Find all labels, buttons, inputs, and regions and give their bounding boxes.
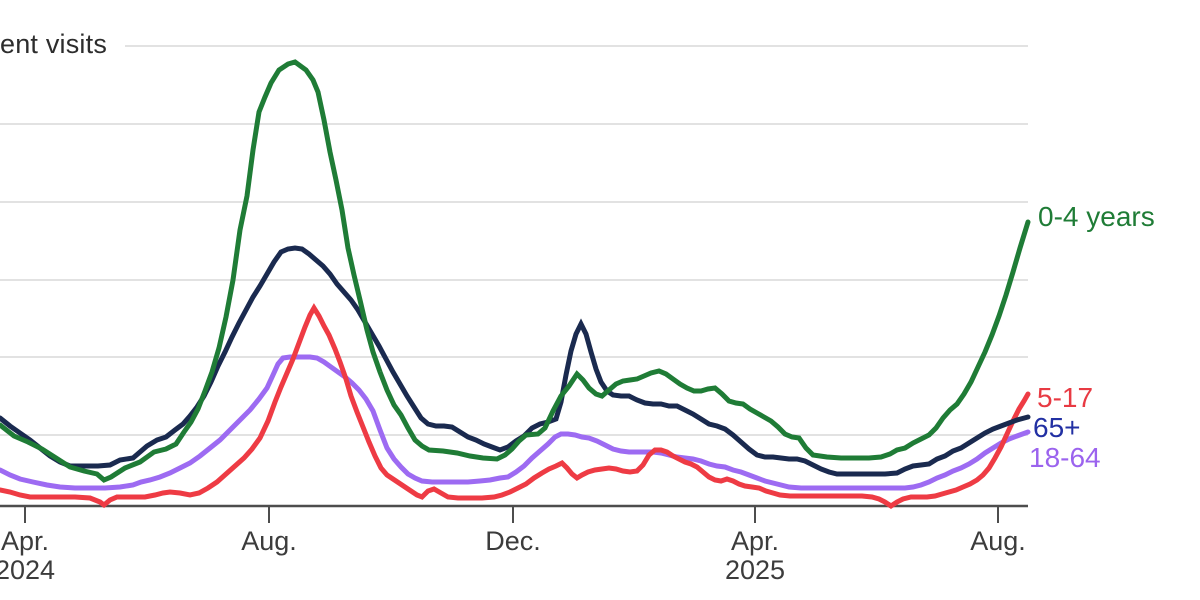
series-line-65-plus: [0, 245, 1031, 477]
series-line-0-4-years: [0, 59, 1031, 483]
series-label-0-4-years: 0-4 years: [1038, 201, 1155, 232]
x-tick-sublabel: 2025: [724, 555, 786, 585]
series-label-65-plus: 65+: [1033, 412, 1081, 443]
x-tick-label-apr: Apr. 2025: [685, 527, 825, 585]
series-label-18-64: 18-64: [1029, 442, 1101, 473]
x-tick-sublabel: 2024: [0, 555, 56, 585]
chart-title: ent visits: [0, 29, 108, 59]
x-tick-label-aug: Aug.: [970, 526, 1026, 556]
x-tick-label-apr: Apr. 2024: [0, 527, 95, 585]
series-line-5-17: [0, 303, 1031, 510]
series-label-5-17: 5-17: [1037, 382, 1094, 413]
series-line-18-64: [0, 354, 1031, 491]
x-tick-label-aug: Aug.: [241, 526, 297, 556]
x-tick-label-dec: Dec.: [485, 526, 541, 556]
